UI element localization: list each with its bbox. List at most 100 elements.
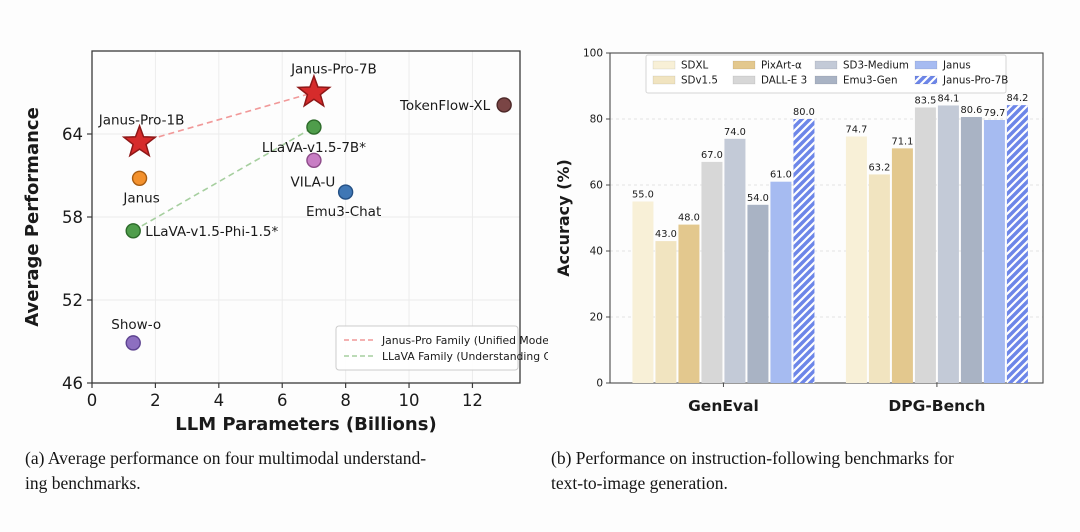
y-axis-label: Average Performance bbox=[22, 107, 43, 327]
legend-label-sdv1-5: SDv1.5 bbox=[681, 75, 718, 87]
legend-label-dall-e-3: DALL-E 3 bbox=[761, 75, 807, 87]
point-label-emu3-chat: Emu3-Chat bbox=[306, 204, 381, 220]
bar-value-geneval-sd3-medium: 74.0 bbox=[724, 127, 746, 138]
scatter-star-janus-pro-1b bbox=[121, 123, 158, 158]
bar-value-geneval-sdv1-5: 43.0 bbox=[655, 229, 677, 240]
legend-swatch-sdv1-5 bbox=[652, 75, 676, 85]
caption-a-line2: ing benchmarks. bbox=[25, 473, 141, 494]
legend-swatch-dall-e-3 bbox=[732, 75, 756, 85]
legend-swatch-janus bbox=[914, 60, 938, 70]
panel-a-scatter: 0 2 4 6 8 10 12 46 52 58 64 LLM Parameters (Billion… bbox=[18, 8, 572, 438]
caption-a: (a) Average performance on four multimod… bbox=[25, 446, 543, 497]
bar-geneval-pixart bbox=[678, 224, 700, 383]
bar-dpg-bench-pixart bbox=[891, 148, 913, 383]
family-line-llava-family-understanding-only bbox=[132, 126, 315, 232]
bar-value-dpg-bench-sdv1-5: 63.2 bbox=[869, 162, 891, 173]
legend-swatch-hatch-janus-pro-7b bbox=[915, 76, 937, 84]
bar-geneval-janus bbox=[770, 181, 792, 383]
y-axis-label: Accuracy (%) bbox=[554, 159, 573, 277]
legend-swatch-pixart bbox=[732, 60, 756, 70]
bar-chart-svg: 0 20 40 60 80 100 Accuracy (%) 55.0 43.048.0 67.0… bbox=[554, 48, 1044, 415]
y-tick-label: 100 bbox=[583, 48, 603, 60]
x-tick-label: 12 bbox=[462, 391, 483, 410]
point-label-vila-u: VILA-U bbox=[291, 174, 336, 190]
panel-b-bars: 0 20 40 60 80 100 Accuracy (%) 55.0 43.0 48.0 67.0… bbox=[553, 28, 1080, 430]
y-tick-label: 40 bbox=[590, 246, 603, 258]
y-tick-label: 80 bbox=[590, 114, 603, 126]
legend-label-sd3-medium: SD3-Medium bbox=[843, 60, 909, 72]
y-tick-label: 64 bbox=[62, 125, 83, 144]
bar-value-dpg-bench-pixart: 71.1 bbox=[892, 136, 914, 147]
bar-value-dpg-bench-sdxl: 74.7 bbox=[846, 124, 868, 135]
bar-value-dpg-bench-janus-pro-7b: 84.2 bbox=[1007, 93, 1029, 104]
bar-value-geneval-janus: 61.0 bbox=[770, 170, 792, 181]
x-axis-label: LLM Parameters (Billions) bbox=[175, 414, 436, 435]
category-label-geneval: GenEval bbox=[688, 397, 759, 415]
x-tick-label: 10 bbox=[399, 391, 420, 410]
bar-value-geneval-pixart: 48.0 bbox=[678, 213, 700, 224]
point-label-tokenflow-xl: TokenFlow-XL bbox=[399, 98, 491, 114]
x-tick-label: 6 bbox=[277, 391, 288, 410]
caption-a-line1: (a) Average performance on four multimod… bbox=[25, 448, 427, 468]
point-label-janus: Janus bbox=[122, 190, 159, 206]
x-tick-label: 8 bbox=[340, 391, 351, 410]
scatter-legend-box bbox=[335, 325, 519, 371]
bar-dpg-bench-dall-e-3 bbox=[914, 107, 936, 383]
bar-geneval-sdxl bbox=[632, 201, 654, 383]
bar-value-geneval-dall-e-3: 67.0 bbox=[701, 150, 723, 161]
scatter-point-emu3-chat bbox=[337, 184, 354, 200]
legend-swatch-sdxl bbox=[652, 60, 676, 70]
point-label-llava-v1-5-phi-1-5: LLaVA-v1.5-Phi-1.5* bbox=[145, 224, 278, 240]
legend-swatch-emu3-gen bbox=[814, 75, 838, 85]
bar-dpg-bench-janus bbox=[983, 119, 1005, 384]
legend-label-emu3-gen: Emu3-Gen bbox=[843, 75, 898, 87]
caption-b-line1: (b) Performance on instruction-following… bbox=[551, 448, 954, 468]
scatter-point-show-o bbox=[125, 335, 141, 351]
plot-border bbox=[609, 52, 1044, 384]
y-tick-label: 0 bbox=[596, 378, 603, 390]
bar-geneval-sd3-medium bbox=[724, 138, 746, 383]
bar-geneval-emu3-gen bbox=[747, 204, 769, 383]
point-label-llava-v1-5-7b: LLaVA-v1.5-7B* bbox=[262, 140, 366, 156]
legend-label-sdxl: SDXL bbox=[681, 60, 709, 72]
legend-swatch-sd3-medium bbox=[814, 60, 838, 70]
category-label-dpg-bench: DPG-Bench bbox=[888, 397, 985, 415]
caption-b-line2: text-to-image generation. bbox=[551, 473, 728, 494]
scatter-point-llava-v1-5-phi-1-5 bbox=[125, 223, 141, 239]
bar-value-dpg-bench-janus: 79.7 bbox=[984, 108, 1006, 119]
scatter-point-llava-v1-5-7b bbox=[306, 119, 322, 135]
y-tick-label: 46 bbox=[62, 374, 83, 393]
y-tick-label: 58 bbox=[62, 208, 83, 227]
bar-geneval-dall-e-3 bbox=[701, 161, 723, 383]
legend-label-janus-pro-7b: Janus-Pro-7B bbox=[942, 75, 1008, 87]
bar-value-dpg-bench-dall-e-3: 83.5 bbox=[915, 95, 937, 106]
scatter-point-vila-u bbox=[306, 152, 322, 168]
bar-value-geneval-sdxl: 55.0 bbox=[632, 190, 654, 201]
bar-value-dpg-bench-sd3-medium: 84.1 bbox=[938, 93, 960, 104]
scatter-point-janus bbox=[131, 170, 148, 186]
bar-value-geneval-janus-pro-7b: 80.0 bbox=[793, 107, 815, 118]
bar-value-dpg-bench-emu3-gen: 80.6 bbox=[961, 105, 983, 116]
x-tick-label: 4 bbox=[214, 391, 225, 410]
legend-label-pixart: PixArt-α bbox=[761, 60, 802, 72]
scatter-point-tokenflow-xl bbox=[496, 97, 512, 113]
bar-dpg-bench-sdxl bbox=[845, 136, 867, 383]
bar-dpg-bench-emu3-gen bbox=[960, 117, 982, 384]
bar-dpg-bench-sd3-medium bbox=[937, 105, 959, 383]
y-tick-label: 52 bbox=[62, 291, 83, 310]
point-label-janus-pro-1b: Janus-Pro-1B bbox=[98, 112, 185, 128]
bar-value-geneval-emu3-gen: 54.0 bbox=[747, 193, 769, 204]
point-label-janus-pro-7b: Janus-Pro-7B bbox=[290, 62, 377, 78]
x-tick-label: 2 bbox=[150, 391, 161, 410]
family-line-janus-pro-family-unified-model bbox=[139, 91, 315, 144]
x-tick-label: 0 bbox=[87, 391, 98, 410]
y-tick-label: 20 bbox=[590, 312, 603, 324]
y-tick-label: 60 bbox=[590, 180, 603, 192]
scatter-star-janus-pro-7b bbox=[296, 73, 332, 108]
bar-hatch-geneval-janus-pro-7b bbox=[793, 119, 815, 383]
bar-geneval-sdv1-5 bbox=[655, 241, 677, 383]
caption-b: (b) Performance on instruction-following… bbox=[551, 446, 1075, 497]
point-label-show-o: Show-o bbox=[111, 317, 161, 333]
